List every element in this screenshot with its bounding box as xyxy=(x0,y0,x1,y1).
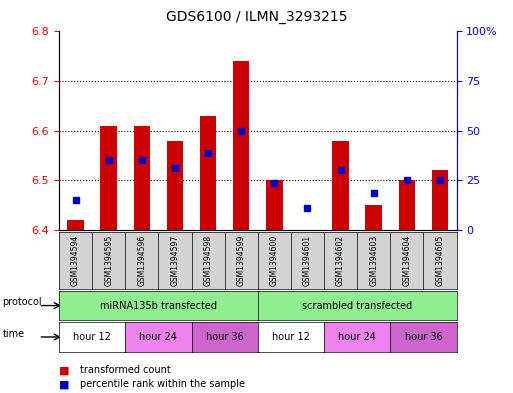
Text: GSM1394601: GSM1394601 xyxy=(303,235,312,286)
Text: miRNA135b transfected: miRNA135b transfected xyxy=(100,301,217,310)
Bar xyxy=(200,116,216,230)
Text: GSM1394598: GSM1394598 xyxy=(204,235,212,286)
Bar xyxy=(167,141,183,230)
Text: time: time xyxy=(3,329,25,339)
Bar xyxy=(332,141,349,230)
Text: GSM1394594: GSM1394594 xyxy=(71,235,80,286)
Text: GSM1394605: GSM1394605 xyxy=(436,235,444,286)
Text: hour 12: hour 12 xyxy=(73,332,111,342)
Text: GDS6100 / ILMN_3293215: GDS6100 / ILMN_3293215 xyxy=(166,10,347,24)
Text: ■: ■ xyxy=(59,365,69,375)
Bar xyxy=(133,126,150,230)
Text: scrambled transfected: scrambled transfected xyxy=(302,301,412,310)
Text: protocol: protocol xyxy=(3,298,42,307)
Text: GSM1394603: GSM1394603 xyxy=(369,235,378,286)
Text: GSM1394604: GSM1394604 xyxy=(402,235,411,286)
Text: GSM1394595: GSM1394595 xyxy=(104,235,113,286)
Text: GSM1394596: GSM1394596 xyxy=(137,235,146,286)
Bar xyxy=(233,61,249,230)
Text: hour 24: hour 24 xyxy=(338,332,376,342)
Text: percentile rank within the sample: percentile rank within the sample xyxy=(80,379,245,389)
Text: GSM1394600: GSM1394600 xyxy=(270,235,279,286)
Text: ■: ■ xyxy=(59,379,69,389)
Text: hour 36: hour 36 xyxy=(405,332,442,342)
Text: GSM1394597: GSM1394597 xyxy=(170,235,180,286)
Bar xyxy=(399,180,415,230)
Bar xyxy=(432,171,448,230)
Bar xyxy=(101,126,117,230)
Text: GSM1394602: GSM1394602 xyxy=(336,235,345,286)
Text: transformed count: transformed count xyxy=(80,365,170,375)
Bar xyxy=(365,205,382,230)
Bar xyxy=(266,180,283,230)
Text: hour 12: hour 12 xyxy=(272,332,310,342)
Bar xyxy=(67,220,84,230)
Text: hour 36: hour 36 xyxy=(206,332,244,342)
Text: GSM1394599: GSM1394599 xyxy=(236,235,246,286)
Text: hour 24: hour 24 xyxy=(140,332,177,342)
